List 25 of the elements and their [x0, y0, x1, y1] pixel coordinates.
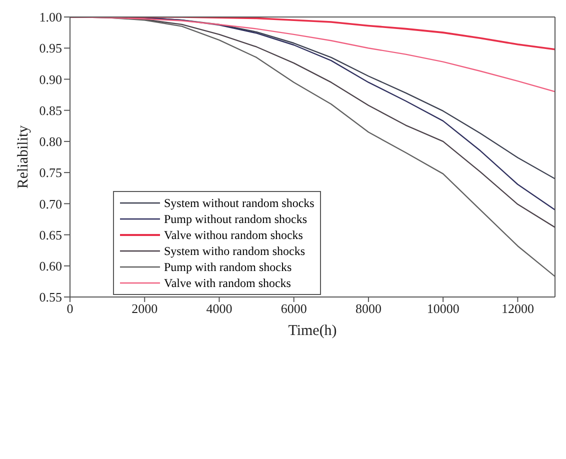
legend-label: System without random shocks: [164, 196, 314, 210]
x-tick-label: 6000: [280, 301, 307, 316]
y-tick-label: 1.00: [39, 10, 62, 25]
y-tick-label: 0.70: [39, 196, 62, 212]
y-tick-label: 0.95: [39, 40, 62, 56]
x-tick-label: 4000: [206, 301, 232, 316]
legend-label: Valve with random shocks: [164, 276, 291, 290]
legend-label: Valve withou random shocks: [164, 228, 303, 242]
y-tick-label: 0.75: [39, 165, 62, 180]
x-tick-label: 10000: [426, 301, 460, 316]
legend-label: System witho random shocks: [164, 244, 305, 258]
legend-label: Pump without random shocks: [164, 212, 307, 226]
x-tick-label: 12000: [501, 301, 534, 316]
legend-label: Pump with random shocks: [164, 260, 292, 274]
y-tick-label: 0.65: [39, 227, 62, 242]
y-tick-label: 0.90: [39, 72, 62, 87]
x-tick-label: 8000: [355, 301, 382, 316]
y-tick-label: 0.55: [39, 290, 62, 305]
y-tick-label: 0.85: [39, 102, 62, 118]
y-tick-label: 0.60: [39, 258, 62, 274]
x-tick-label: 0: [66, 301, 74, 316]
y-tick-label: 0.80: [39, 134, 62, 150]
x-axis-title: Time(h): [288, 323, 337, 339]
y-axis-title: Reliability: [15, 124, 32, 189]
x-tick-label: 2000: [132, 301, 158, 316]
